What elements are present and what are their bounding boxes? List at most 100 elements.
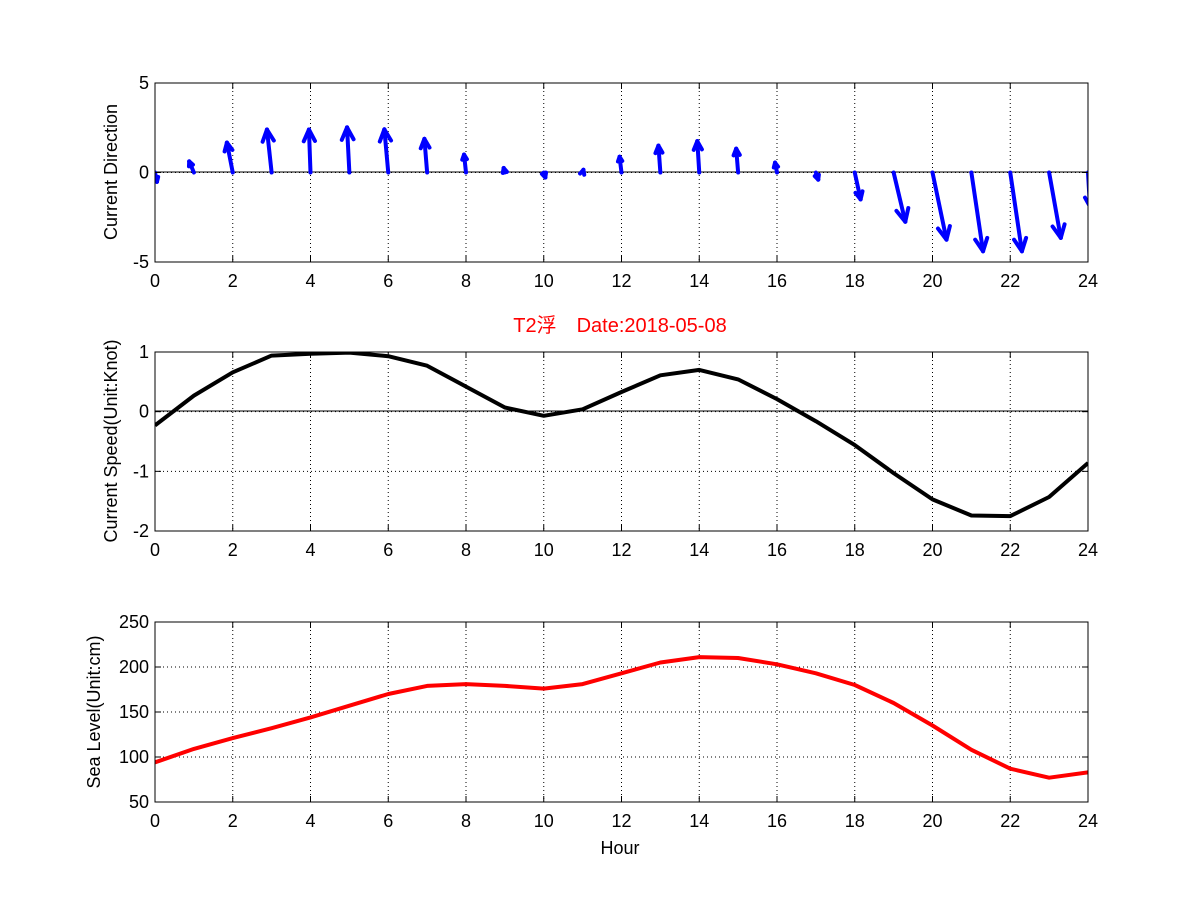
panel-current-direction: 0 2 4 6 8 10 12 14 16 18 20 22 24-505 Current Direct… — [101, 73, 1098, 291]
direction-arrow-shaft — [1008, 170, 1024, 254]
direction-ytick-label: 0 — [139, 163, 149, 183]
direction-ticks: 0 2 4 6 8 10 12 14 16 18 20 22 24-505 — [133, 73, 1098, 291]
speed-xtick-label: 2 — [228, 540, 238, 560]
direction-arrow-head — [1082, 195, 1088, 208]
sea-level-xlabel: Hour — [600, 838, 639, 858]
direction-arrow — [578, 167, 587, 177]
speed-ytick-label: -1 — [133, 461, 149, 481]
direction-arrow-head — [1050, 224, 1063, 240]
direction-arrow — [812, 170, 821, 182]
direction-arrow-head — [935, 226, 949, 242]
speed-xtick-label: 22 — [1000, 540, 1020, 560]
sea_level-series — [155, 655, 1088, 780]
direction-arrow — [500, 166, 509, 175]
direction-arrow-shaft — [422, 136, 430, 175]
direction-arrow-head — [617, 154, 625, 163]
speed-xtick-label: 24 — [1078, 540, 1098, 560]
direction-arrow-head — [462, 152, 469, 162]
direction-xtick-label: 10 — [534, 271, 554, 291]
speed-ytick-label: -2 — [133, 521, 149, 541]
speed-xtick-label: 16 — [767, 540, 787, 560]
direction-xtick-label: 22 — [1000, 271, 1020, 291]
direction-arrow — [1082, 170, 1088, 208]
direction-arrow — [891, 170, 911, 224]
direction-xtick-label: 12 — [611, 271, 631, 291]
direction-arrow-head — [656, 143, 665, 155]
direction-arrow — [539, 170, 549, 180]
sea_level-xtick-label: 24 — [1078, 811, 1098, 831]
speed-xtick-label: 12 — [611, 540, 631, 560]
direction-arrow-shaft — [930, 170, 949, 242]
sea_level-xtick-label: 10 — [534, 811, 554, 831]
direction-arrow-shaft — [264, 127, 274, 175]
direction-arrow — [969, 170, 990, 254]
direction-xtick-label: 0 — [150, 271, 160, 291]
direction-arrow-shaft — [224, 140, 235, 175]
direction-arrow — [1008, 170, 1029, 254]
speed-series — [155, 352, 1088, 519]
direction-arrow — [653, 143, 665, 175]
direction-arrow — [260, 127, 276, 175]
direction-arrow-head — [224, 140, 235, 152]
direction-arrow — [731, 146, 742, 175]
direction-xtick-label: 14 — [689, 271, 709, 291]
direction-xtick-label: 16 — [767, 271, 787, 291]
sea_level-ytick-label: 50 — [129, 792, 149, 812]
direction-arrow-head — [773, 160, 781, 169]
speed-xtick-label: 10 — [534, 540, 554, 560]
direction-arrow-shaft — [382, 127, 391, 175]
speed-xtick-label: 20 — [922, 540, 942, 560]
sea_level-xtick-label: 4 — [305, 811, 315, 831]
sea_level-xtick-label: 22 — [1000, 811, 1020, 831]
direction-arrow-head — [501, 166, 509, 174]
direction-arrow — [1047, 170, 1067, 240]
speed-line — [155, 352, 1088, 519]
direction-arrow — [418, 136, 432, 175]
speed-xtick-label: 8 — [461, 540, 471, 560]
sea_level-xtick-label: 20 — [922, 811, 942, 831]
speed-xtick-label: 6 — [383, 540, 393, 560]
direction-arrow-head — [695, 139, 704, 152]
direction-ytick-label: 5 — [139, 73, 149, 93]
direction-arrow — [186, 159, 196, 175]
sea_level-xtick-label: 8 — [461, 811, 471, 831]
direction-arrow-head — [581, 167, 587, 177]
direction-arrow-head — [894, 208, 908, 224]
direction-arrow — [339, 125, 356, 175]
direction-xtick-label: 2 — [228, 271, 238, 291]
direction-xtick-label: 24 — [1078, 271, 1098, 291]
direction-arrow — [301, 127, 317, 175]
sea_level-ytick-label: 150 — [119, 702, 149, 722]
sea_level-ytick-label: 250 — [119, 612, 149, 632]
speed-xtick-label: 18 — [845, 540, 865, 560]
speed-xtick-label: 0 — [150, 540, 160, 560]
direction-arrow-head — [1087, 206, 1088, 207]
direction-arrow-shaft — [345, 125, 352, 175]
direction-arrow-head — [382, 127, 394, 143]
direction-arrow-head — [306, 127, 317, 143]
direction-arrow-head — [1012, 237, 1024, 254]
direction-xtick-label: 6 — [383, 271, 393, 291]
direction-arrow — [615, 154, 625, 175]
speed-xtick-label: 4 — [305, 540, 315, 560]
direction-arrow — [377, 127, 394, 175]
direction-xtick-label: 20 — [922, 271, 942, 291]
sea_level-xtick-label: 0 — [150, 811, 160, 831]
direction-arrow-head — [422, 136, 432, 150]
sea_level-xtick-label: 12 — [611, 811, 631, 831]
direction-arrow-head — [812, 174, 821, 182]
direction-arrow-head — [345, 125, 356, 142]
direction-arrow-shaft — [306, 127, 313, 175]
direction-ylabel: Current Direction — [101, 104, 121, 240]
sea_level-ytick-label: 200 — [119, 657, 149, 677]
speed-ytick-label: 1 — [139, 342, 149, 362]
sea_level-grid — [155, 622, 1088, 802]
sea_level-xtick-label: 18 — [845, 811, 865, 831]
sea_level-xtick-label: 6 — [383, 811, 393, 831]
direction-arrow-head — [853, 190, 863, 202]
direction-arrow-head — [187, 159, 195, 167]
direction-arrow-head — [734, 146, 742, 157]
